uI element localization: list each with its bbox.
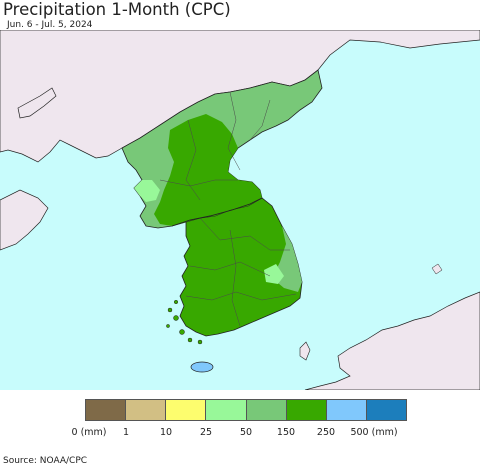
legend-swatch-25-50 (206, 400, 247, 420)
southwest-islands (166, 299, 203, 345)
legend-tick-label: 10 (159, 427, 173, 438)
japan-land (304, 291, 480, 390)
legend-swatch-1-10 (126, 400, 167, 420)
legend-tick-label: 1 (122, 427, 130, 438)
liaodong-peninsula (17, 87, 57, 119)
shandong-peninsula (0, 189, 49, 251)
legend-tick-label: 0 (mm) (71, 427, 107, 438)
dmz-line (171, 197, 263, 227)
jeju-island (190, 361, 214, 373)
legend-tick-label: 250 (316, 427, 336, 438)
northwest-light-patch (134, 180, 160, 202)
legend-swatch-50-150 (246, 400, 287, 420)
map-title: Precipitation 1-Month (CPC) (3, 0, 231, 19)
legend-swatch-150-250 (286, 400, 327, 420)
legend-tick-label: 500 (mm) (350, 427, 398, 438)
legend-swatch-10-25 (166, 400, 207, 420)
legend-swatch-500+ (366, 400, 406, 420)
legend-tick-label: 150 (276, 427, 296, 438)
legend-tick-label: 25 (199, 427, 213, 438)
source-credit: Source: NOAA/CPC (3, 456, 88, 466)
central-dark-region (154, 114, 262, 226)
oki-islands (431, 263, 443, 275)
legend-bar (85, 399, 407, 421)
precipitation-map (0, 30, 480, 390)
southeast-light-patch (264, 264, 284, 284)
legend-swatch-0-1 (86, 400, 127, 420)
province-boundaries (159, 91, 297, 327)
legend-swatch-250-500 (326, 400, 367, 420)
legend-tick-label: 50 (239, 427, 253, 438)
date-range: Jun. 6 - Jul. 5, 2024 (7, 20, 93, 30)
tsushima-island (299, 341, 311, 361)
